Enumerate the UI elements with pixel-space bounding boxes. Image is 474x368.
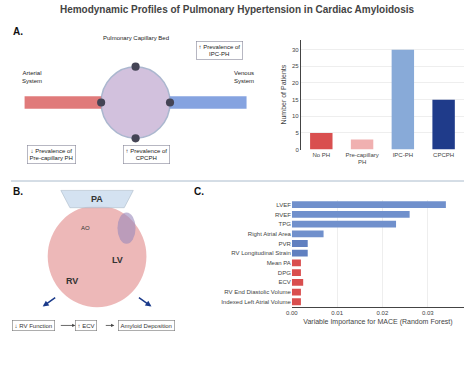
svg-text:RVEF: RVEF: [275, 212, 291, 218]
svg-text:10: 10: [292, 113, 299, 119]
svg-text:CPCPH: CPCPH: [433, 152, 454, 158]
svg-text:Pulmonary Capillary Bed: Pulmonary Capillary Bed: [103, 35, 169, 41]
svg-text:IPC-PH: IPC-PH: [393, 152, 413, 158]
svg-text:5: 5: [295, 130, 299, 136]
svg-text:DPG: DPG: [278, 270, 291, 276]
svg-text:A.: A.: [13, 26, 23, 37]
svg-text:Pre-capillaryPH: Pre-capillaryPH: [345, 152, 378, 166]
svg-text:0: 0: [295, 147, 299, 153]
svg-text:RV Longitudinal Strain: RV Longitudinal Strain: [231, 250, 291, 256]
svg-text:20: 20: [292, 80, 299, 86]
svg-text:0.01: 0.01: [331, 310, 343, 316]
svg-text:PVR: PVR: [279, 241, 292, 247]
svg-text:0.00: 0.00: [286, 310, 298, 316]
svg-text:LVEF: LVEF: [276, 202, 291, 208]
svg-text:Indexed Left Atrial Volume: Indexed Left Atrial Volume: [221, 299, 291, 305]
svg-text:ArterialSystem: ArterialSystem: [22, 70, 42, 84]
svg-text:0.02: 0.02: [377, 310, 389, 316]
svg-text:0.03: 0.03: [422, 310, 434, 316]
svg-text:RV: RV: [66, 276, 78, 286]
svg-text:↓ Prevalence ofPre-capillary P: ↓ Prevalence ofPre-capillary PH: [30, 148, 73, 162]
svg-text:VenousSystem: VenousSystem: [234, 70, 254, 84]
svg-text:25: 25: [292, 63, 299, 69]
svg-text:TPG: TPG: [279, 221, 292, 227]
svg-text:↑ Prevalence ofCPCPH: ↑ Prevalence ofCPCPH: [126, 148, 168, 162]
svg-text:AO: AO: [81, 225, 90, 231]
svg-text:B.: B.: [13, 186, 23, 197]
svg-text:↓ RV Function: ↓ RV Function: [15, 323, 53, 329]
svg-text:Hemodynamic Profiles of Pulmon: Hemodynamic Profiles of Pulmonary Hypert…: [60, 4, 415, 15]
svg-text:↑ Prevalence ofIPC-PH: ↑ Prevalence ofIPC-PH: [199, 44, 241, 58]
svg-text:LV: LV: [112, 255, 123, 265]
svg-text:ECV: ECV: [279, 279, 291, 285]
svg-text:Amyloid Deposition: Amyloid Deposition: [121, 323, 172, 329]
svg-text:RV End Diastolic Volume: RV End Diastolic Volume: [224, 289, 291, 295]
svg-text:Right Atrial Area: Right Atrial Area: [248, 231, 292, 237]
svg-text:Mean PA: Mean PA: [267, 260, 291, 266]
svg-text:PA: PA: [91, 194, 103, 204]
svg-text:Number of Patients: Number of Patients: [280, 64, 287, 124]
svg-text:↑ ECV: ↑ ECV: [78, 323, 95, 329]
svg-text:30: 30: [292, 47, 299, 53]
svg-text:15: 15: [292, 97, 299, 103]
svg-text:No PH: No PH: [312, 152, 330, 158]
svg-text:Variable Importance for MACE (: Variable Importance for MACE (Random For…: [303, 318, 452, 326]
svg-text:C.: C.: [194, 186, 204, 197]
